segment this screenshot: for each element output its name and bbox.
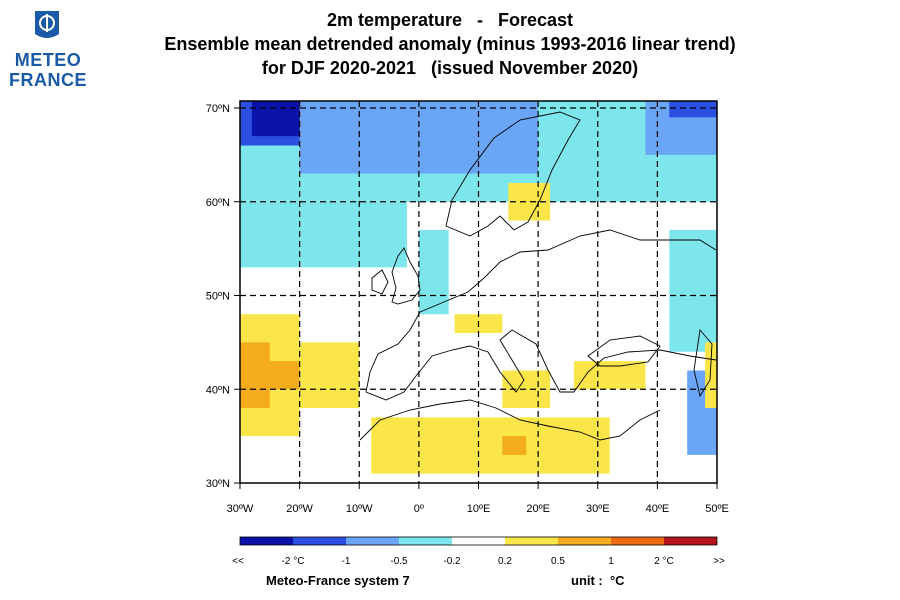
- legend-label: 2 °C: [654, 556, 674, 567]
- meteo-france-logo: METEO FRANCE: [8, 10, 88, 90]
- tick-label-lat: 40ºN: [206, 384, 230, 396]
- tick-label-lat: 60ºN: [206, 197, 230, 209]
- gridlines: [240, 101, 717, 483]
- coastline-continent: [365, 229, 717, 401]
- anomaly-cell-anom_-0.5_-0.2: [418, 229, 449, 315]
- legend-label: >>: [713, 556, 725, 567]
- legend-label: -0.2: [443, 556, 461, 567]
- legend-swatch-anom_-0.2_0.2: [452, 537, 505, 545]
- legend-frame: [239, 536, 718, 546]
- anomaly-cell-anom_-2_-1: [669, 101, 717, 118]
- color-legend: << -2 °C -1 -0.5 -0.2 0.2 0.5 1 2 °C >>: [232, 536, 725, 567]
- coastline-africa: [359, 399, 661, 441]
- tick-label-lon: 20ºW: [286, 503, 313, 515]
- legend-swatch-anom_0.2_0.5: [505, 537, 558, 545]
- coastline-caspian: [693, 328, 713, 398]
- legend-label: 0.2: [498, 556, 512, 567]
- legend-label: -1: [342, 556, 351, 567]
- anomaly-cell-anom_below_-2: [251, 101, 300, 137]
- coastline-black-sea: [587, 335, 661, 367]
- tick-label-lat: 50ºN: [206, 291, 230, 303]
- anomaly-cell-anom_0.5_1: [502, 436, 527, 455]
- anomaly-cell-anom_0.2_0.5: [705, 342, 717, 408]
- unit-label: unit : °C: [571, 573, 625, 588]
- coastline-britain: [391, 247, 421, 305]
- anomaly-cell-anom_0.5_1: [269, 361, 300, 390]
- legend-swatch-anom_-0.5_-0.2: [399, 537, 452, 545]
- legend-swatch-anom_below_-2: [240, 537, 293, 545]
- tick-label-lat: 70ºN: [206, 103, 230, 115]
- meteo-france-emblem-icon: [35, 11, 59, 38]
- legend-swatch-anom_-2_-1: [293, 537, 346, 545]
- anomaly-cell-anom_0.5_1: [240, 342, 270, 408]
- tick-label-lon: 30ºW: [227, 503, 254, 515]
- tick-label-lon: 50ºE: [705, 503, 729, 515]
- legend-label: -0.5: [390, 556, 408, 567]
- tick-label-lon: 10ºW: [346, 503, 373, 515]
- tick-label-lon: 20ºE: [526, 503, 550, 515]
- anomaly-cell-anom_-0.5_-0.2: [669, 229, 717, 352]
- tick-label-lon: 40ºE: [646, 503, 670, 515]
- coastline-ireland: [371, 269, 389, 295]
- model-system-label: Meteo-France system 7: [266, 573, 410, 588]
- legend-swatch-anom_-1_-0.5: [346, 537, 399, 545]
- title-line-2: Ensemble mean detrended anomaly (minus 1…: [164, 34, 736, 54]
- anomaly-cell-anom_-0.5_-0.2: [240, 201, 407, 268]
- legend-label: <<: [232, 556, 244, 567]
- legend-label: 0.5: [551, 556, 565, 567]
- legend-swatch-anom_above_2: [664, 537, 717, 545]
- logo-line-2: FRANCE: [9, 70, 87, 90]
- anomaly-cell-anom_0.2_0.5: [371, 417, 610, 474]
- tick-label-lat: 30ºN: [206, 478, 230, 490]
- title-line-1: 2m temperature - Forecast: [326, 10, 574, 30]
- coastline-scandinavia: [445, 111, 581, 237]
- title-line-3: for DJF 2020-2021 (issued November 2020): [261, 58, 639, 78]
- legend-swatch-anom_1_2: [611, 537, 664, 545]
- tick-label-lon: 0º: [414, 503, 424, 515]
- logo-line-1: METEO: [14, 50, 82, 70]
- tick-label-lon: 10ºE: [467, 503, 491, 515]
- legend-label: -2 °C: [282, 556, 305, 567]
- legend-label: 1: [608, 556, 614, 567]
- legend-swatch-anom_0.5_1: [558, 537, 611, 545]
- tick-label-lon: 30ºE: [586, 503, 610, 515]
- coastline-layer: [359, 111, 717, 441]
- anomaly-cell-anom_0.2_0.5: [573, 361, 646, 390]
- axis-ticks: 30ºW 20ºW 10ºW 0º 10ºE 20ºE 30ºE 40ºE 50ºE 30ºN 40…: [206, 103, 729, 515]
